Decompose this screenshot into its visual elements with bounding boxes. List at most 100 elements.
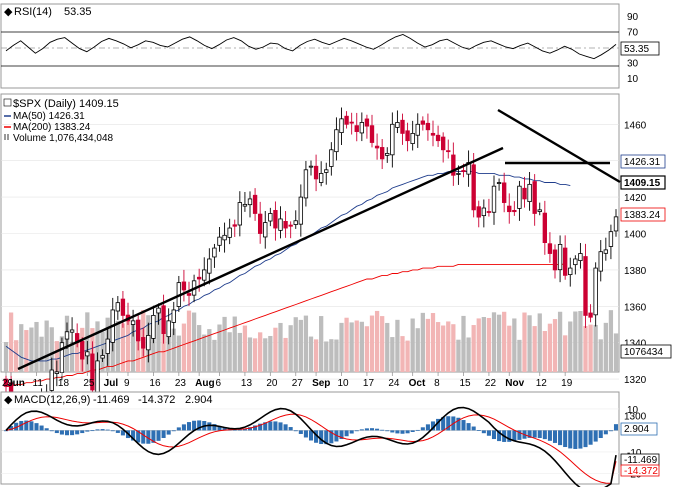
volume-bar (380, 316, 385, 372)
macd-hist-bar (425, 424, 430, 431)
macd-hist-bar (563, 430, 568, 448)
date-tick-label: Jun (7, 378, 25, 389)
macd-hist-bar (161, 430, 166, 438)
volume-bar (24, 330, 29, 372)
candle-body (507, 205, 512, 213)
macd-hist-bar (49, 430, 54, 432)
volume-bar (8, 312, 14, 372)
candle-body (562, 247, 568, 276)
price-tick-label: 1360 (624, 302, 647, 313)
macd-hist-bar (268, 421, 273, 431)
candle-body (374, 145, 380, 149)
volume-bar (578, 311, 583, 372)
macd-hist-bar (70, 430, 75, 436)
macd-hist-bar (456, 417, 461, 431)
candle-body (537, 209, 542, 212)
macd-hist-bar (156, 430, 161, 441)
macd-hist-bar (146, 430, 151, 444)
macd-hist-bar (242, 428, 247, 431)
macd-hist-bar (258, 423, 263, 431)
macd-hist-bar (39, 425, 44, 431)
volume-bar (252, 338, 258, 372)
rsi-value-box (620, 41, 660, 56)
candle-body (49, 369, 54, 391)
volume-bar (268, 335, 273, 372)
rsi-line (5, 34, 617, 60)
volume-bar (176, 335, 181, 372)
macd-hist-bar (278, 422, 283, 431)
date-tick-label: Aug (195, 378, 214, 389)
last-price-box-text: 1409.15 (624, 178, 661, 189)
macd-hist-bar (131, 430, 136, 441)
macd-value: -11.469 (93, 394, 130, 406)
volume-bar (171, 328, 176, 372)
volume-bar (202, 334, 207, 372)
candle-body (268, 213, 273, 222)
volume-bar (319, 316, 324, 372)
macd-hist-bar (314, 430, 319, 443)
macd-hist-bar (14, 422, 19, 431)
volume-bar (451, 324, 456, 372)
volume-bar (390, 337, 395, 372)
candle-body (161, 305, 166, 334)
macd-hist-bar (486, 430, 491, 436)
macd-hist-bar (369, 428, 375, 431)
volume-bar (349, 322, 354, 372)
macd-hist-bar (9, 425, 14, 431)
volume-bar (466, 337, 471, 372)
volume-bar (181, 323, 187, 372)
candle-body (496, 182, 502, 184)
volume-bar (568, 321, 573, 372)
volume-bar (486, 317, 492, 372)
volume-bar (420, 312, 425, 372)
candle-body (430, 132, 436, 136)
candle-body (471, 164, 476, 211)
macd-hist-bar (517, 430, 522, 440)
volume-bar (491, 312, 497, 372)
candle-body (303, 169, 309, 199)
volume-bar (14, 340, 19, 372)
price-legend: $SPX (Daily) 1409.15 MA(50) 1426.31 MA(2… (3, 98, 119, 144)
candle-body (308, 165, 314, 168)
candle-body (395, 122, 400, 128)
volume-bar (115, 320, 120, 372)
date-tick-label: 29 (2, 378, 14, 389)
candle-body (410, 132, 415, 144)
volume-bar (29, 327, 34, 372)
candle-body (425, 122, 431, 131)
date-tick-label: 9 (124, 378, 130, 389)
candle-body (166, 320, 171, 338)
candle-body (329, 149, 334, 167)
candle-body (390, 123, 395, 156)
candle-body (273, 210, 278, 229)
macd-signal-box-text: -14.372 (624, 466, 658, 477)
macd-hist-bar (466, 423, 471, 431)
volume-bar (207, 329, 212, 372)
macd-hist-bar (471, 426, 476, 431)
date-tick-label: 17 (363, 378, 375, 389)
volume-bar (247, 337, 253, 372)
macd-hist-bar (324, 430, 329, 445)
volume-bar (456, 339, 461, 372)
candle-body (547, 243, 553, 254)
volume-bar (34, 321, 39, 372)
candle-body (298, 196, 304, 225)
macd-hist-bar (441, 417, 446, 431)
candle-body (207, 258, 212, 274)
volume-bar (298, 319, 303, 372)
candle-body (69, 329, 75, 333)
macd-hist-bar (461, 420, 466, 431)
macd-hist-bar (110, 430, 115, 432)
macd-hist-bar (319, 430, 324, 445)
macd-panel: 100-10-20 ◆ MACD(12,26,9) -11.469 -14.37… (0, 391, 660, 487)
macd-hist-bar (59, 430, 64, 435)
candle-body (552, 249, 558, 271)
volume-bar (400, 336, 405, 372)
candle-body (257, 213, 263, 234)
candle-body (105, 338, 110, 354)
macd-hist-bar (181, 424, 186, 431)
rsi-tick-label: 70 (627, 27, 639, 38)
candle-body (588, 312, 593, 318)
